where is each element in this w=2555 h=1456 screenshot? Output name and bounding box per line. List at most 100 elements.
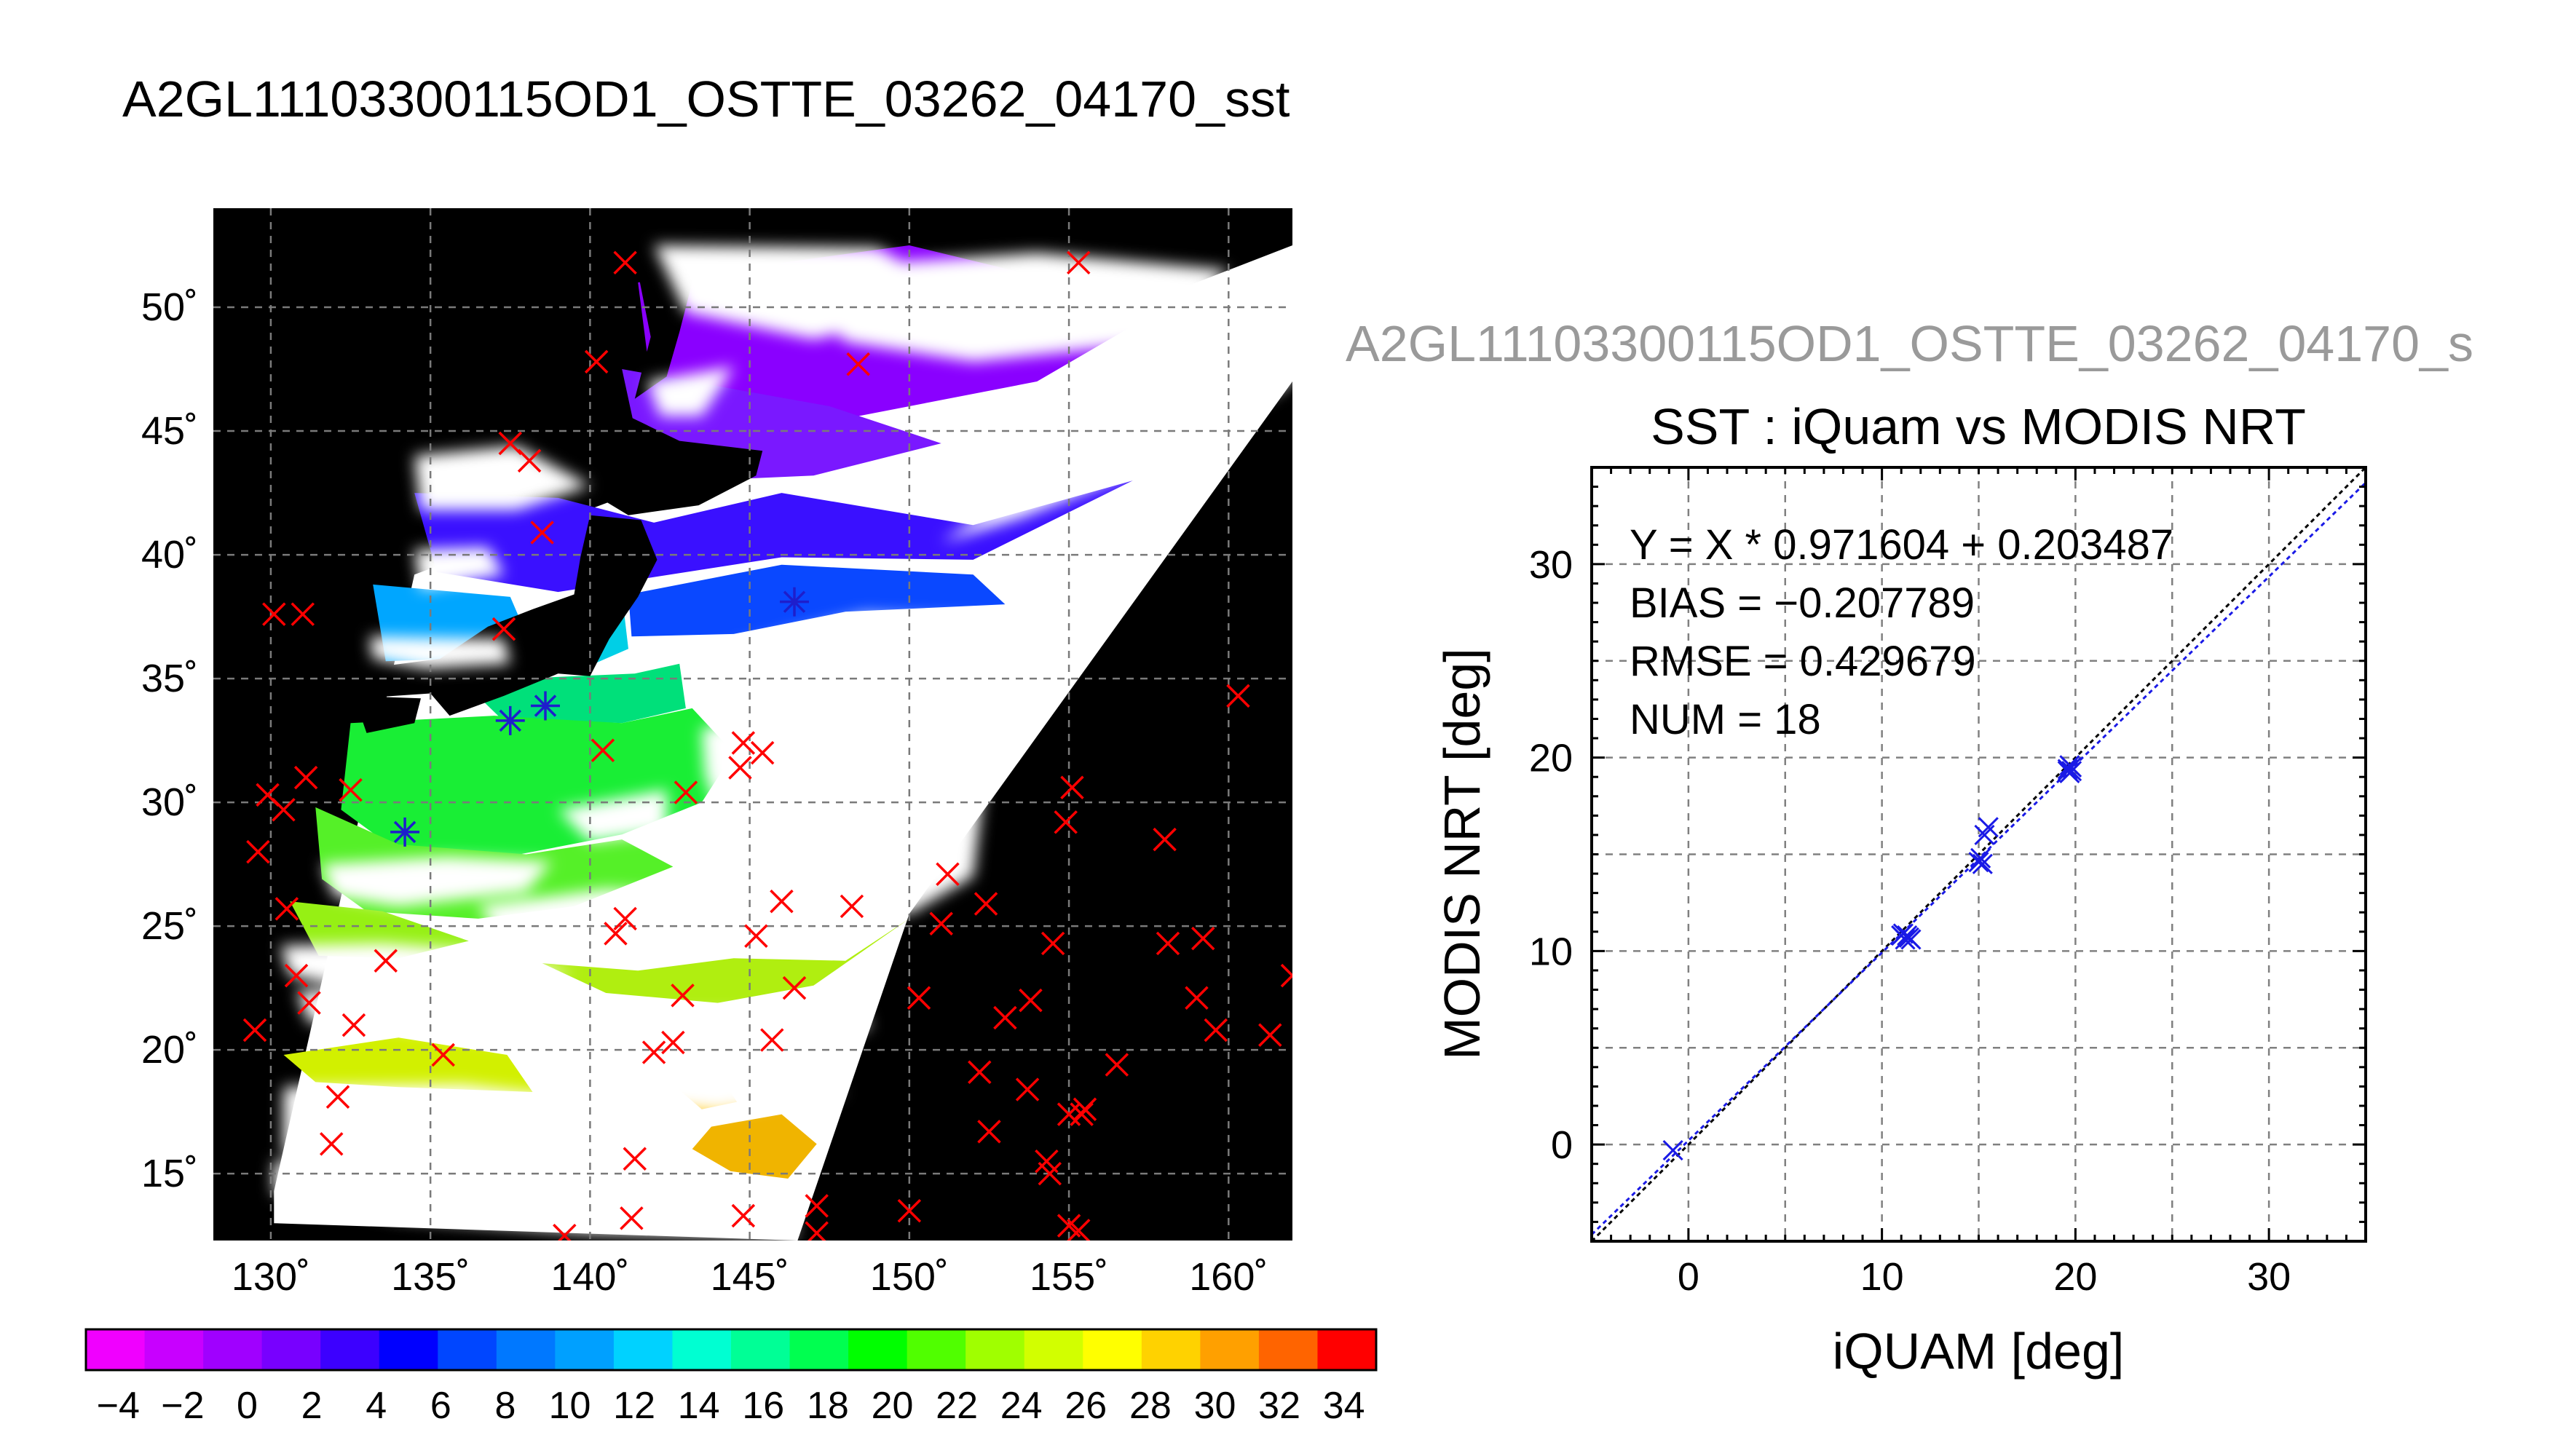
- match-marker: [974, 892, 998, 916]
- colorbar-tick-label: 14: [678, 1385, 720, 1427]
- land-area: [251, 705, 335, 775]
- colorbar-cell: [789, 1329, 849, 1370]
- match-marker: [1015, 1077, 1040, 1101]
- colorbar-cell: [731, 1329, 791, 1370]
- match-marker: [498, 431, 523, 456]
- colorbar-cell: [965, 1329, 1025, 1370]
- colorbar-frame: [84, 1328, 1378, 1372]
- match-marker: [1054, 810, 1078, 834]
- match-marker: [674, 780, 698, 804]
- colorbar-cell: [438, 1329, 497, 1370]
- cloud-patch: [414, 446, 591, 510]
- match-marker: [275, 897, 299, 921]
- match-marker: [491, 617, 516, 641]
- map-x-ticks: 130˚ 135˚ 140˚ 145˚ 150˚ 155˚ 160˚: [232, 1255, 1268, 1299]
- sst-band: [692, 1114, 817, 1179]
- match-marker: [431, 1042, 455, 1067]
- match-marker: [293, 765, 318, 790]
- match-marker: [341, 1013, 366, 1037]
- sst-band: [628, 564, 1006, 637]
- land-area: [299, 515, 657, 716]
- match-marker: [641, 1040, 666, 1064]
- match-marker: [1038, 1161, 1062, 1186]
- stats-line-num: NUM = 18: [1630, 696, 1821, 743]
- colorbar-cell: [907, 1329, 966, 1370]
- scatter-point: [1978, 817, 1999, 838]
- match-marker: [993, 1005, 1017, 1030]
- stats-line-equation: Y = X * 0.971604 + 0.203487: [1630, 521, 2173, 569]
- colorbar-tick-label: 18: [807, 1385, 849, 1427]
- match-markers: [242, 250, 1292, 1241]
- scatter-point: [1895, 929, 1916, 950]
- match-marker: [929, 911, 953, 935]
- match-marker: [297, 991, 321, 1015]
- match-marker: [671, 984, 695, 1008]
- colorbar-cell: [1200, 1329, 1260, 1370]
- colorbar-cell: [203, 1329, 263, 1370]
- scatter-y-tick-label: 0: [1551, 1123, 1573, 1167]
- colorbar-tick-label: 6: [430, 1385, 451, 1427]
- match-marker: [1280, 963, 1292, 988]
- match-marker: [731, 731, 756, 755]
- match-marker: [805, 1194, 829, 1218]
- map-x-tick-label: 155˚: [1030, 1255, 1108, 1299]
- map-y-tick-label: 15˚: [141, 1152, 198, 1195]
- sst-band: [283, 1037, 533, 1092]
- map-x-tick-label: 135˚: [391, 1255, 470, 1299]
- buoy-markers: [390, 587, 809, 847]
- scatter-x-tick-label: 10: [1860, 1255, 1904, 1299]
- colorbar-tick-label: 12: [613, 1385, 655, 1427]
- scatter-ticks: 0 10 20 30 0 10 20 30: [1529, 467, 2366, 1299]
- colorbar-cell: [848, 1329, 908, 1370]
- secondary-title: A2GL11103300115OD1_OSTTE_03262_04170_s: [1346, 315, 2473, 372]
- match-marker: [840, 894, 864, 919]
- match-marker: [661, 1030, 685, 1055]
- colorbar-cell: [86, 1329, 146, 1370]
- colorbar-labels: −4 −2 0 2 4 6 8 10 12 14 16 18 20 22 24 26 28 30 32 34: [97, 1385, 1365, 1427]
- scatter-x-axis-label: iQUAM [deg]: [1833, 1323, 2125, 1380]
- map-y-tick-label: 35˚: [141, 657, 198, 700]
- match-marker: [1190, 926, 1215, 951]
- map-y-tick-label: 45˚: [141, 409, 198, 453]
- match-marker: [604, 922, 628, 946]
- colorbar-tick-label: 8: [494, 1385, 516, 1427]
- colorbar-cell: [1024, 1329, 1083, 1370]
- map-x-tick-label: 160˚: [1189, 1255, 1268, 1299]
- match-marker: [620, 1206, 644, 1230]
- match-marker: [1204, 1018, 1228, 1042]
- colorbar-tick-label: 30: [1194, 1385, 1236, 1427]
- match-marker: [272, 798, 296, 822]
- scatter-title: SST : iQuam vs MODIS NRT: [1651, 398, 2306, 455]
- colorbar-cell: [496, 1329, 556, 1370]
- colorbar-cell: [379, 1329, 438, 1370]
- identity-line: [1592, 467, 2366, 1241]
- colorbar-tick-label: 16: [742, 1385, 784, 1427]
- match-marker: [530, 521, 554, 545]
- scatter-y-tick-label: 30: [1529, 543, 1573, 587]
- cloud-patch: [296, 990, 872, 1065]
- scatter-points: [1662, 755, 2082, 1161]
- scatter-point: [2059, 755, 2080, 776]
- match-marker: [728, 756, 752, 780]
- match-marker: [805, 1221, 829, 1241]
- cloud-patch: [414, 547, 504, 590]
- cloud-patch: [283, 1084, 690, 1159]
- colorbar-cell: [672, 1329, 732, 1370]
- colorbar-tick-label: 2: [301, 1385, 323, 1427]
- scatter-y-tick-label: 20: [1529, 737, 1573, 780]
- buoy-marker: [390, 817, 420, 847]
- match-marker: [1066, 1219, 1091, 1241]
- match-marker: [1156, 931, 1180, 956]
- match-marker: [291, 602, 315, 626]
- match-marker: [284, 963, 309, 988]
- match-marker: [907, 986, 931, 1010]
- match-marker: [1226, 684, 1250, 708]
- scatter-grid: [1592, 467, 2366, 1241]
- map-y-tick-label: 25˚: [141, 904, 198, 948]
- colorbar-cell: [144, 1329, 204, 1370]
- sst-band: [290, 901, 469, 959]
- match-marker: [246, 839, 270, 864]
- match-marker: [782, 976, 807, 1000]
- match-marker: [1066, 250, 1091, 275]
- map-y-tick-label: 50˚: [141, 285, 198, 329]
